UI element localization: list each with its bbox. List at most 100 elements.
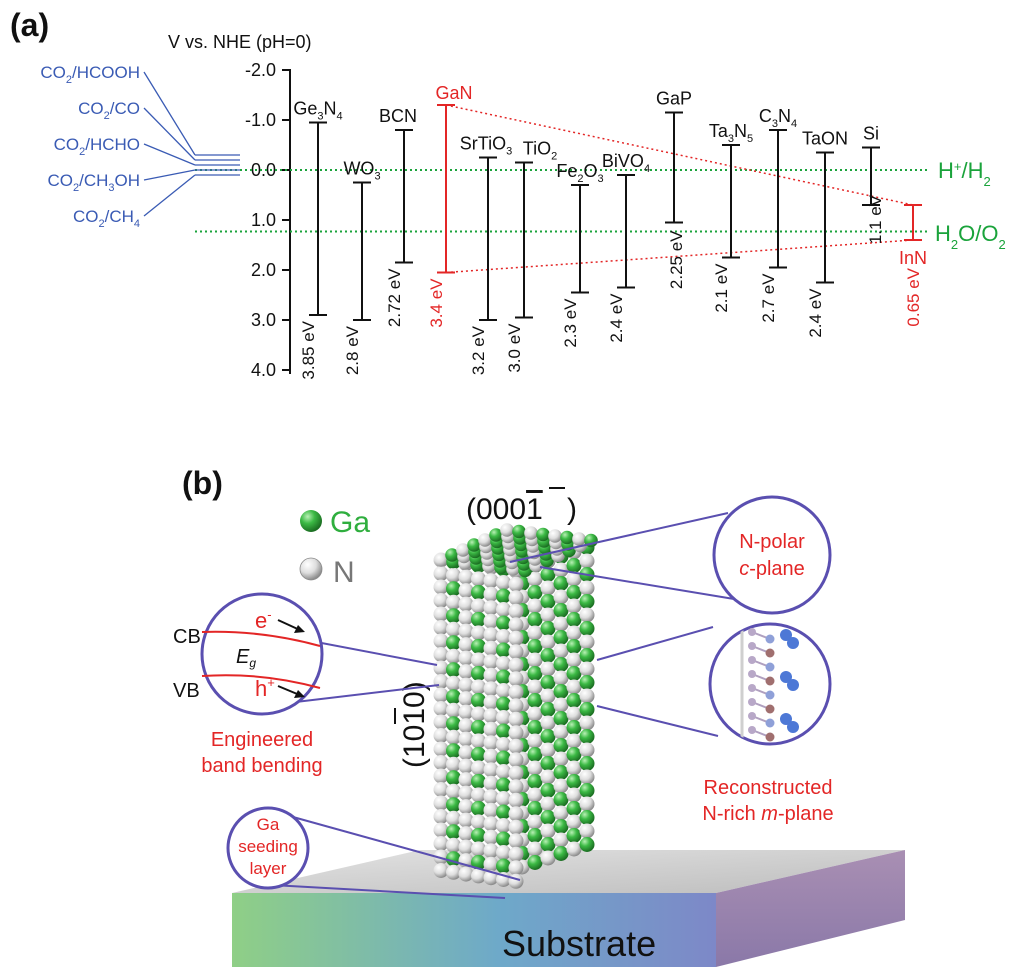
panel-a-label: (a) — [10, 7, 49, 43]
nanowire-atom — [458, 583, 474, 599]
h2o-o2-label: H2O/O2 — [935, 221, 1006, 252]
nanowire-atom — [433, 606, 449, 622]
nanowire-atom — [471, 773, 486, 789]
y-tick-label: 3.0 — [251, 310, 276, 330]
nanowire-atom — [433, 701, 449, 716]
nanowire-atom — [446, 783, 461, 799]
nanowire-atom — [540, 594, 556, 609]
nanowire-atom — [579, 634, 595, 650]
nanowire-atom — [579, 621, 595, 636]
nanowire-atom — [433, 714, 449, 730]
nanowire-atom — [433, 809, 449, 824]
nanowire-atom — [483, 843, 499, 859]
nanowire-atom — [496, 831, 511, 847]
nanowire-atom — [433, 633, 449, 649]
nanowire-atom — [527, 733, 543, 749]
material-label-Ta3N5: Ta3N5 — [709, 121, 753, 145]
nanowire-atom — [527, 612, 543, 627]
nanowire-atom — [433, 782, 449, 797]
gan-inn-cb-trend-line — [445, 104, 914, 206]
nanowire-atom — [566, 787, 582, 803]
redox-couple-label: CO2/CH4 — [73, 207, 140, 230]
nanowire-atom — [471, 760, 486, 776]
nanowire-top-atom — [500, 523, 514, 537]
nanowire-atom — [553, 846, 569, 861]
nanowire-atom — [508, 765, 524, 781]
svg-text:N-rich m-plane: N-rich m-plane — [702, 803, 833, 825]
nanowire-atom — [553, 751, 569, 767]
nanowire-atom — [553, 711, 569, 726]
nanowire-atom — [446, 716, 461, 732]
nanowire-atom — [496, 575, 511, 590]
nanowire-atom — [471, 584, 486, 600]
material-label-Ge3N4: Ge3N4 — [293, 99, 342, 123]
svg-text:(1010): (1010) — [398, 681, 431, 768]
y-tick-label: 1.0 — [251, 210, 276, 230]
nanowire-top-atom — [548, 529, 562, 543]
nanowire-atom — [471, 598, 486, 614]
nanowire-atom — [553, 603, 569, 618]
gap-label-Ta3N5: 2.1 eV — [712, 263, 731, 313]
nanowire-atom — [508, 698, 524, 714]
co2-redox-couples: CO2/HCOOH CO2/CO CO2/HCHO CO2/CH3OH CO2/CH4 — [40, 63, 240, 230]
nanowire-atom — [458, 866, 474, 882]
nanowire-atom — [566, 814, 582, 830]
nanowire-atom — [527, 787, 543, 803]
svg-text:Engineered: Engineered — [211, 729, 313, 751]
nanowire-atom — [458, 569, 474, 585]
nanowire-atom — [540, 823, 556, 839]
material-label-Fe2O3: Fe2O3 — [556, 161, 603, 185]
nanowire-atom — [553, 805, 569, 821]
nanowire-atom — [540, 742, 556, 758]
nanowire-atom — [579, 594, 595, 609]
nanowire-atom — [566, 774, 582, 789]
nanowire-atom — [483, 654, 499, 670]
callout-reconstructed-m-plane: Reconstructed N-rich m-plane — [596, 622, 834, 825]
nanowire-atom — [483, 721, 499, 737]
nanowire-atom — [553, 792, 569, 807]
nanowire-atom — [471, 692, 486, 708]
nanowire-atom — [433, 566, 449, 581]
nanowire-atom — [483, 694, 499, 710]
nanowire-atom — [553, 765, 569, 780]
nanowire-atom — [446, 756, 461, 772]
top-facet-label: 0001 — [476, 493, 543, 526]
gap-label-GaN: 3.4 eV — [427, 278, 446, 328]
nanowire-atom — [471, 854, 486, 870]
nanowire-atom — [553, 819, 569, 834]
material-label-TiO2: TiO2 — [523, 139, 557, 163]
nanowire-atom — [527, 841, 543, 857]
gap-label-TiO2: 3.0 eV — [505, 323, 524, 373]
nanowire-atom — [483, 586, 499, 602]
nanowire-atom — [579, 580, 595, 596]
nanowire-atom — [458, 799, 474, 815]
nanowire-atom — [483, 627, 499, 643]
nanowire-atom — [508, 738, 524, 754]
nanowire-atom — [566, 598, 582, 614]
y-tick-label: 2.0 — [251, 260, 276, 280]
nanowire-atom — [540, 783, 556, 798]
nanowire-atom — [508, 617, 524, 633]
nanowire-atom — [433, 728, 449, 743]
nanowire-atom — [483, 856, 499, 872]
nanowire-atom — [433, 822, 449, 838]
nanowire-atom — [553, 643, 569, 659]
nanowire-atom — [446, 770, 461, 786]
nanowire-atom — [553, 738, 569, 753]
nanowire-atom — [446, 662, 461, 678]
svg-text:Ga: Ga — [257, 815, 280, 834]
nanowire-atom — [579, 553, 595, 569]
nanowire-atom — [540, 769, 556, 785]
nanowire-atom — [566, 585, 582, 600]
nanowire-atom — [433, 863, 449, 878]
legend-n-label: N — [333, 556, 355, 589]
nanowire-atom — [496, 777, 511, 793]
gan-nanowire — [433, 523, 598, 889]
nanowire-atom — [540, 675, 556, 690]
nanowire-atom — [579, 823, 595, 839]
panel-b: (b) Ga N Substrate 0001 ( ) (1010) N- — [173, 465, 905, 967]
nanowire-atom — [527, 585, 543, 600]
nanowire-atom — [496, 764, 511, 779]
nanowire-atom — [579, 769, 595, 785]
nanowire-atom — [579, 742, 595, 758]
